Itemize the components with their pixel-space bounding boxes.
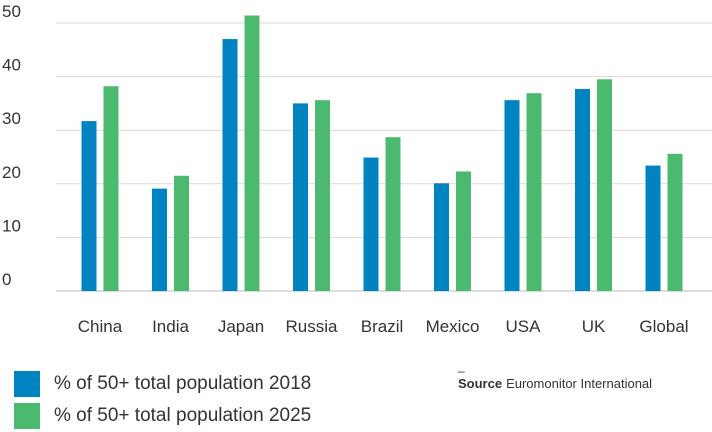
bar-mexico-1 [456,171,471,291]
legend-swatch-2018 [14,371,40,397]
bar-mexico-0 [434,183,449,291]
legend-swatch-2025 [14,403,40,429]
y-tick-label: 0 [2,270,11,289]
source-note: – Source Euromonitor International [458,364,653,391]
bar-usa-0 [504,100,520,292]
legend-label-2025: % of 50+ total population 2025 [54,405,312,426]
y-tick-label: 30 [2,109,21,128]
legend-label-2018: % of 50+ total population 2018 [54,373,312,394]
source-text: Euromonitor International [506,376,653,391]
x-category-label: Global [639,317,688,336]
bar-russia-1 [315,100,330,292]
bar-japan-1 [244,15,260,291]
bar-china-1 [103,86,119,291]
source-dash: – [458,364,465,378]
y-tick-label: 50 [2,2,21,21]
y-tick-label: 10 [2,216,21,235]
legend: % of 50+ total population 2018 % of 50+ … [14,368,311,432]
source-label: Source [458,376,503,391]
bar-uk-0 [575,88,590,291]
bar-russia-0 [293,103,308,292]
y-tick-label: 20 [2,163,21,182]
bar-japan-0 [222,39,238,291]
bars [81,15,683,292]
bar-china-0 [81,121,97,291]
bar-global-1 [667,153,683,291]
y-axis-ticks: 0 10 20 30 40 50 [2,2,21,289]
x-category-label: India [152,317,189,336]
x-category-label: USA [506,317,542,336]
x-category-label: China [78,317,123,336]
legend-item-2025: % of 50+ total population 2025 [14,400,311,432]
bar-global-0 [645,165,661,291]
x-category-label: UK [582,317,606,336]
x-axis-labels: China India Japan Russia Brazil Mexico USA UK Gl… [78,317,689,336]
x-category-label: Russia [286,317,339,336]
bar-brazil-0 [363,157,379,291]
bar-india-0 [152,188,167,291]
bar-india-1 [174,175,189,291]
legend-item-2018: % of 50+ total population 2018 [14,368,311,400]
x-category-label: Japan [218,317,264,336]
bar-uk-1 [597,79,612,291]
y-tick-label: 40 [2,56,21,75]
bar-usa-1 [526,93,542,291]
bar-chart: 0 10 20 30 40 50 China India Japan Russia Brazil M… [2,2,712,336]
x-category-label: Mexico [426,317,480,336]
x-category-label: Brazil [361,317,404,336]
bar-brazil-1 [385,137,401,291]
